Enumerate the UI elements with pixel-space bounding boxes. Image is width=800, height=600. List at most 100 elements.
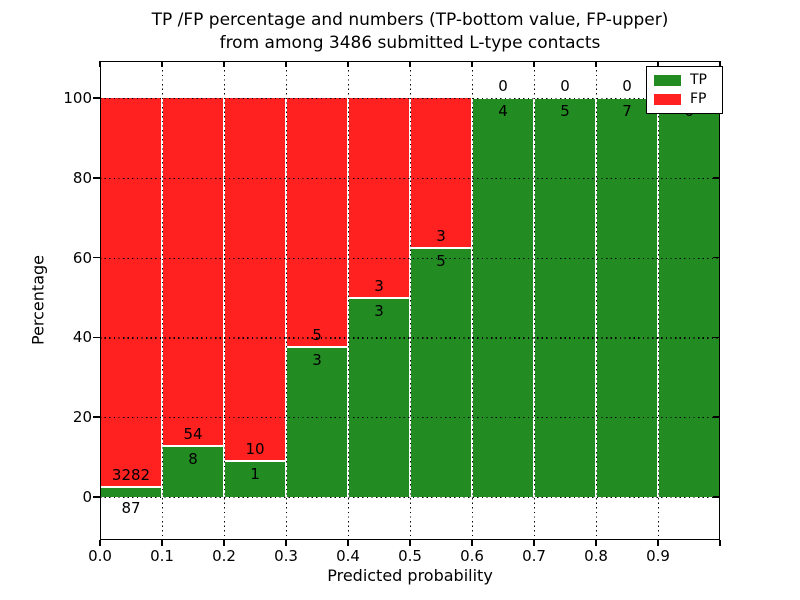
- x-tick-bottom: [161, 540, 163, 546]
- gridline-h: [100, 417, 720, 419]
- legend: TP FP: [646, 66, 723, 114]
- bar-fp-segment: [348, 98, 410, 298]
- x-tick-label: 0.2: [212, 547, 236, 565]
- y-tick-left: [93, 256, 100, 259]
- y-tick-label: 20: [72, 408, 92, 427]
- tp-swatch-icon: [654, 75, 681, 86]
- x-tick-top: [657, 61, 659, 67]
- x-tick-label: 0.3: [274, 547, 298, 565]
- y-tick-label: 80: [72, 168, 92, 187]
- x-tick-bottom: [471, 540, 473, 546]
- bar-fp-segment: [100, 98, 162, 487]
- fp-count-label: 5: [312, 326, 322, 345]
- x-tick-bottom: [533, 540, 535, 546]
- bar-tp-segment: [658, 98, 720, 497]
- fp-count-label: 0: [560, 77, 570, 95]
- x-tick-label: 0.4: [336, 547, 360, 565]
- tp-count-label: 5: [560, 102, 570, 120]
- x-tick-bottom: [223, 540, 225, 546]
- bar-tp-segment: [162, 445, 224, 497]
- gridline-v: [162, 61, 164, 540]
- bar-tp-segment: [596, 98, 658, 497]
- y-tick-label: 60: [72, 248, 92, 267]
- x-tick-bottom: [595, 540, 597, 546]
- fp-count-label: 0: [498, 77, 508, 95]
- tp-count-label: 3: [374, 301, 384, 320]
- fp-count-label: 3: [374, 276, 384, 295]
- gridline-v: [348, 61, 350, 540]
- tp-count-label: 87: [121, 499, 141, 517]
- x-tick-label: 0.0: [88, 547, 112, 565]
- x-tick-label: 0.5: [398, 547, 422, 565]
- x-tick-bottom: [657, 540, 659, 546]
- legend-row-fp: FP: [654, 92, 715, 107]
- y-tick-left: [93, 177, 100, 179]
- bar-tp-segment: [534, 98, 596, 497]
- x-tick-label: 0.6: [460, 547, 484, 565]
- x-tick-top: [595, 61, 597, 67]
- tp-count-label: 4: [498, 102, 508, 120]
- x-tick-top: [533, 61, 535, 67]
- gridline-h: [100, 177, 720, 180]
- fp-count-label: 10: [245, 439, 265, 458]
- bar-tp-segment: [100, 486, 162, 497]
- x-tick-top: [471, 61, 473, 67]
- x-tick-top: [99, 61, 101, 67]
- tp-count-label: 5: [436, 251, 446, 270]
- legend-label-tp: TP: [690, 72, 707, 88]
- x-tick-label: 0.1: [150, 547, 174, 565]
- y-tick-label: 0: [82, 488, 92, 506]
- bar-tp-segment: [348, 297, 410, 497]
- chart-title-line1: TP /FP percentage and numbers (TP-bottom…: [151, 10, 669, 30]
- bar-fp-segment: [224, 98, 286, 461]
- bar-tp-segment: [286, 347, 348, 497]
- bar-fp-segment: [162, 98, 224, 446]
- x-tick-bottom: [719, 540, 721, 546]
- x-tick-bottom: [347, 540, 349, 546]
- y-tick-left: [93, 496, 100, 498]
- legend-label-fp: FP: [690, 91, 707, 107]
- chart-title-line2: from among 3486 submitted L-type contact…: [219, 33, 601, 53]
- fp-count-label: 3282: [111, 465, 151, 484]
- y-tick-right: [713, 256, 720, 259]
- gridline-h: [100, 257, 720, 259]
- y-tick-label: 40: [72, 328, 92, 347]
- x-tick-bottom: [99, 540, 101, 546]
- y-tick-left: [93, 97, 100, 99]
- fp-count-label: 0: [622, 77, 632, 95]
- x-axis-label: Predicted probability: [327, 566, 493, 585]
- fp-count-label: 54: [183, 424, 203, 443]
- bar-fp-segment: [410, 98, 472, 248]
- bar-fp-segment: [286, 98, 348, 348]
- gridline-v: [596, 61, 598, 540]
- x-tick-bottom: [285, 540, 287, 546]
- y-tick-right: [713, 496, 720, 498]
- plot-area: TP FP 3282875481015333350405070602040608…: [63, 61, 723, 565]
- x-tick-top: [719, 61, 721, 67]
- gridline-v: [224, 61, 226, 540]
- x-tick-bottom: [409, 540, 411, 546]
- x-tick-label: 0.8: [584, 547, 608, 565]
- y-tick-right: [713, 416, 720, 418]
- tp-count-label: 7: [622, 102, 632, 120]
- y-tick-right: [713, 177, 720, 179]
- gridline-v: [286, 61, 288, 540]
- chart-title: TP /FP percentage and numbers (TP-bottom…: [100, 9, 720, 55]
- y-tick-label: 100: [63, 89, 92, 107]
- gridline-h: [100, 98, 720, 100]
- y-axis-label: Percentage: [28, 254, 48, 346]
- tp-count-label: 3: [312, 351, 322, 370]
- x-tick-top: [409, 61, 411, 67]
- gridline-v: [472, 61, 474, 540]
- x-tick-label: 0.9: [646, 547, 670, 565]
- fp-count-label: 3: [436, 226, 446, 245]
- gridline-h: [100, 337, 720, 339]
- gridline-v: [658, 61, 660, 540]
- bar-tp-segment: [224, 460, 286, 497]
- gridline-v: [534, 61, 536, 540]
- tp-count-label: 1: [250, 464, 260, 483]
- bar-tp-segment: [410, 247, 472, 497]
- gridline-h: [100, 497, 720, 499]
- x-tick-top: [161, 61, 163, 67]
